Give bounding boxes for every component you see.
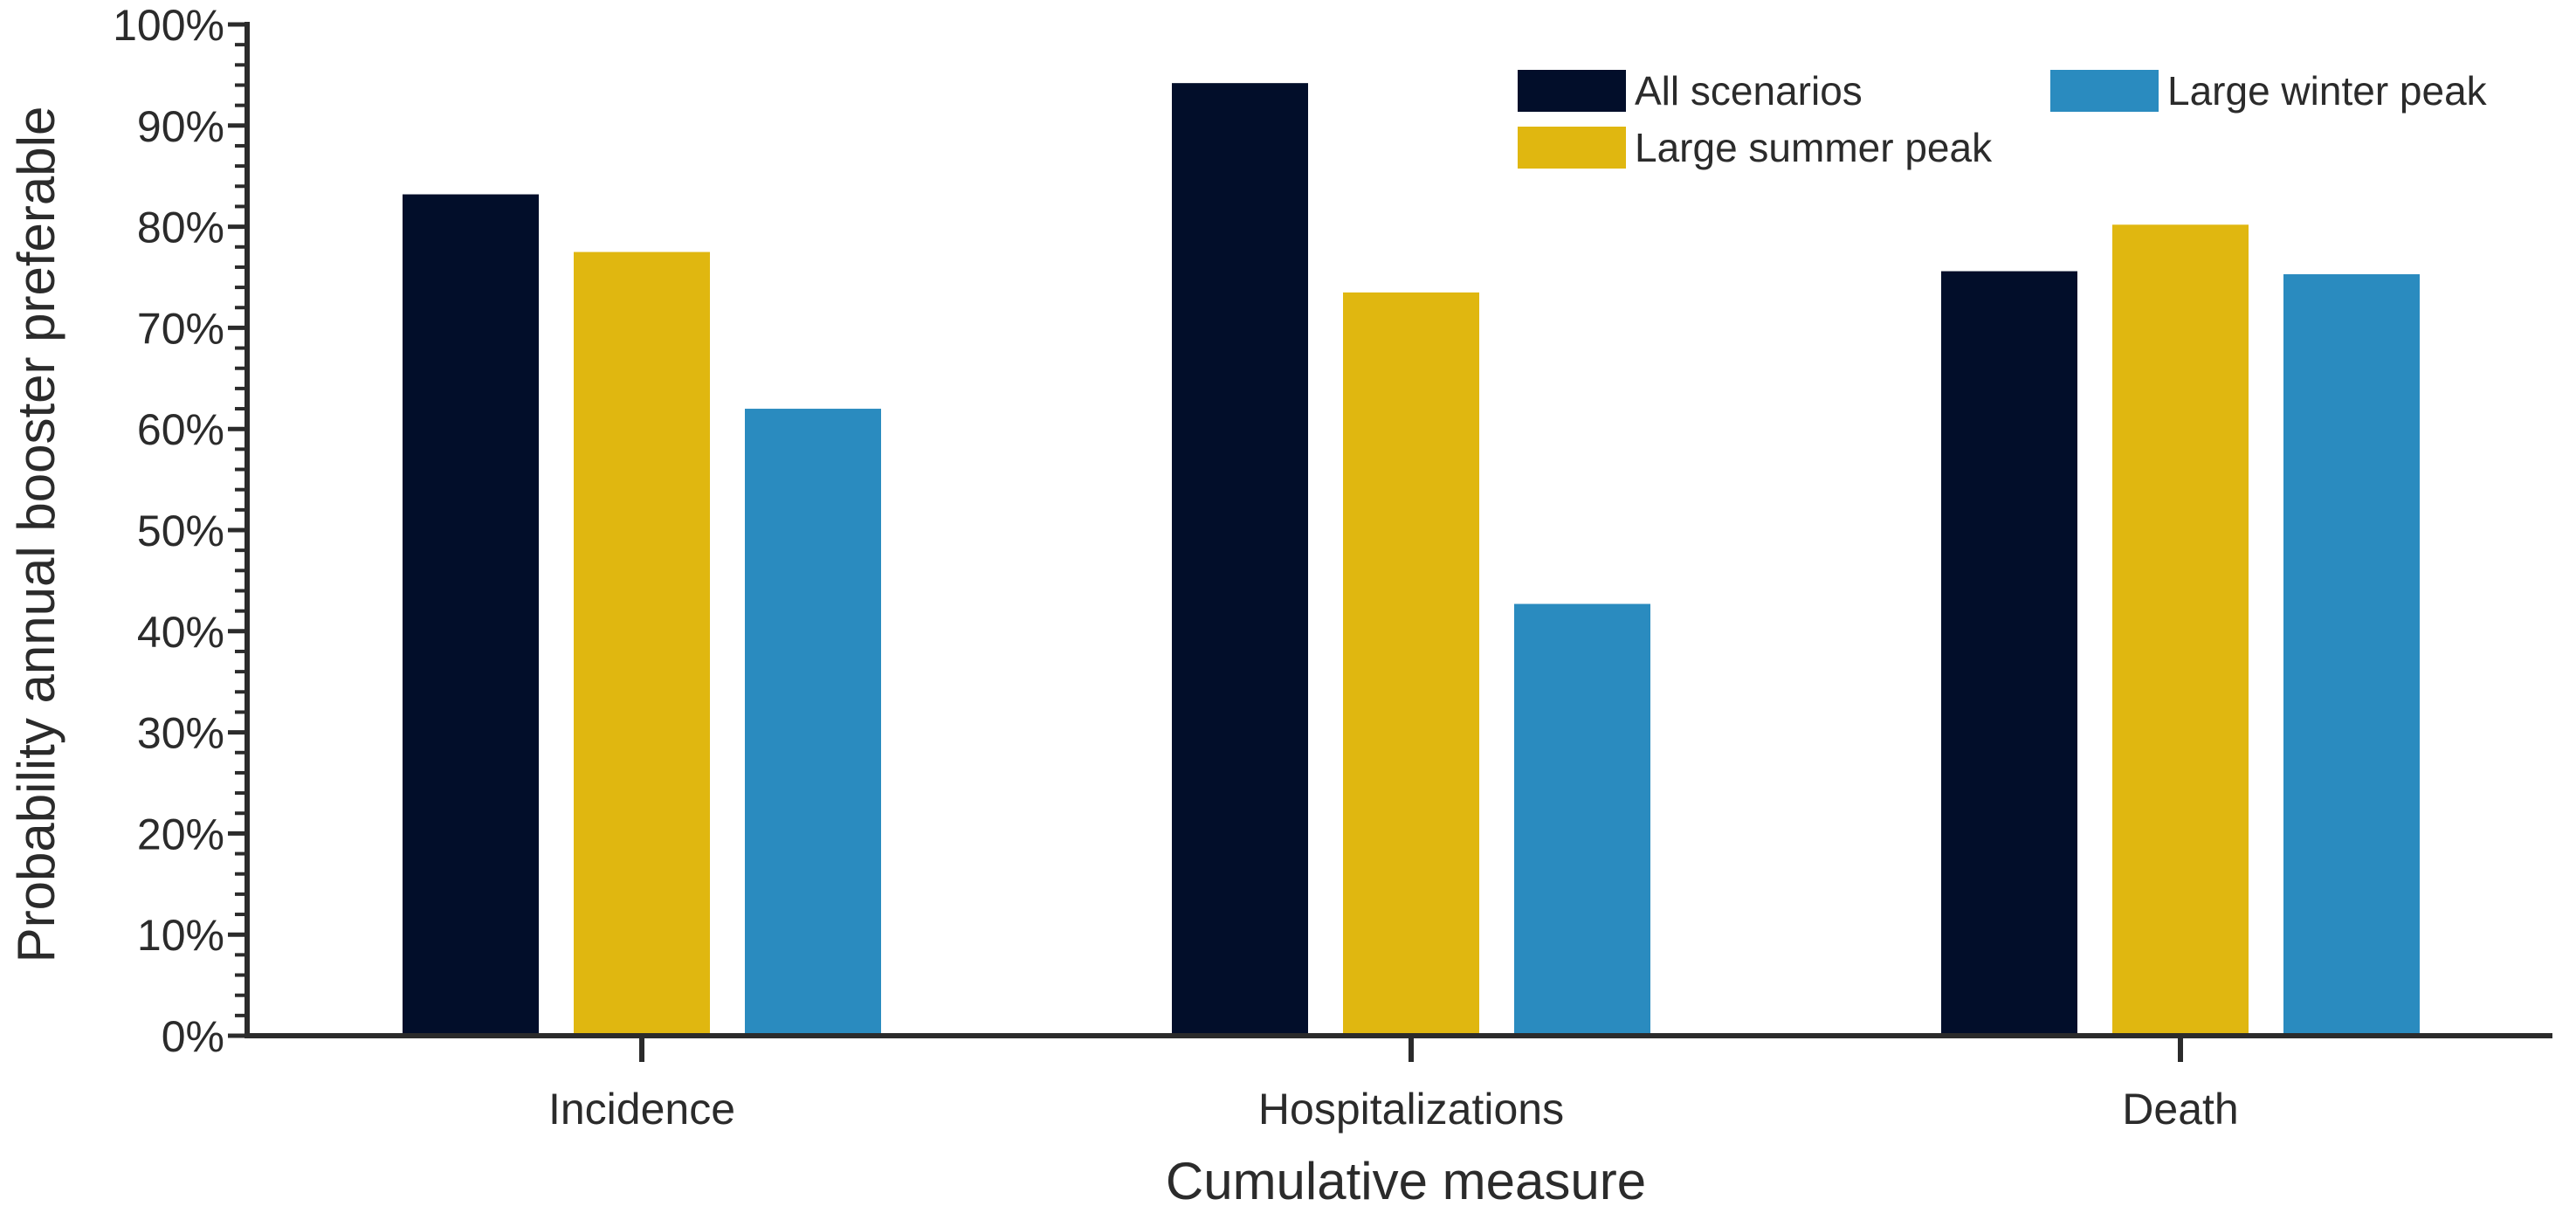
bar-large-summer-peak-death [2112, 224, 2249, 1036]
bar-all-scenarios-incidence [403, 194, 539, 1036]
y-axis-title: Probability annual booster preferable [7, 107, 65, 963]
legend-swatch [1518, 127, 1626, 169]
bar-large-summer-peak-hospitalizations [1343, 292, 1479, 1036]
legend-swatch [1518, 70, 1626, 112]
y-tick-label: 100% [113, 1, 224, 50]
bar-large-summer-peak-incidence [574, 252, 710, 1036]
y-tick-label: 70% [137, 304, 224, 353]
y-tick-label: 40% [137, 608, 224, 657]
y-ticks: 0% 10% 20% 30% 40% 50% 60% 70% 80% 90% 100% [113, 1, 247, 1061]
y-tick-label: 50% [137, 507, 224, 555]
legend-label: Large winter peak [2167, 68, 2488, 114]
x-tick-label: Incidence [548, 1085, 735, 1134]
bar-large-winter-peak-incidence [745, 409, 881, 1036]
bar-all-scenarios-death [1941, 271, 2077, 1036]
y-tick-label: 90% [137, 102, 224, 151]
axes-layer: 0% 10% 20% 30% 40% 50% 60% 70% 80% 90% 100% Incide… [113, 1, 2552, 1134]
legend: All scenarios Large summer peak Large wint… [1518, 68, 2488, 170]
y-tick-label: 30% [137, 709, 224, 758]
y-tick-label: 10% [137, 911, 224, 960]
bars-layer [403, 83, 2420, 1036]
x-ticks: Incidence Hospitalizations Death [548, 1036, 2239, 1134]
bar-large-winter-peak-death [2283, 274, 2420, 1036]
y-tick-label: 80% [137, 203, 224, 252]
legend-label: All scenarios [1635, 68, 1863, 114]
bar-all-scenarios-hospitalizations [1172, 83, 1308, 1036]
x-tick-label: Death [2122, 1085, 2238, 1134]
y-tick-label: 0% [162, 1012, 224, 1061]
legend-label: Large summer peak [1635, 125, 1993, 170]
y-tick-label: 20% [137, 810, 224, 858]
x-axis-title: Cumulative measure [1166, 1152, 1646, 1210]
y-tick-label: 60% [137, 405, 224, 454]
bar-large-winter-peak-hospitalizations [1514, 603, 1650, 1036]
x-tick-label: Hospitalizations [1258, 1085, 1564, 1134]
legend-swatch [2050, 70, 2159, 112]
